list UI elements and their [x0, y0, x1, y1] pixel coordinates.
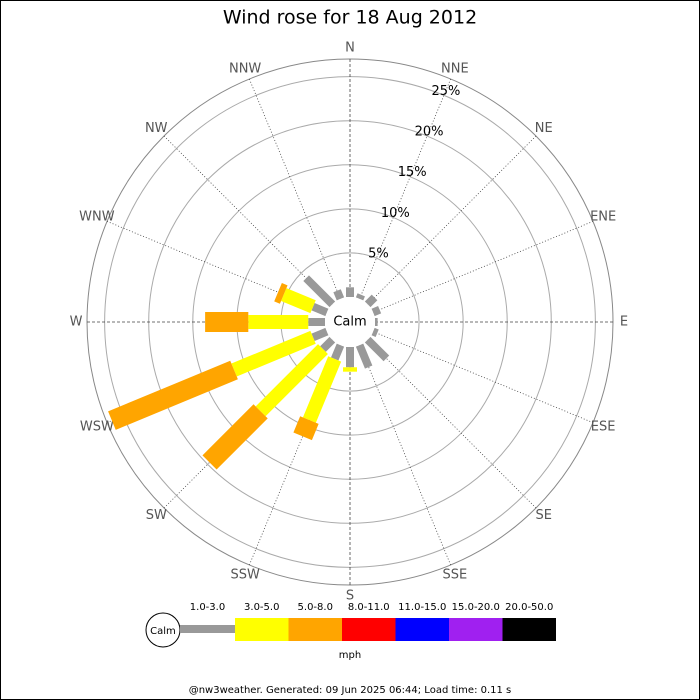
- calm-circle: [325, 297, 375, 347]
- legend-swatch: [180, 625, 235, 633]
- direction-label: SSE: [442, 568, 467, 583]
- calm-label: Calm: [333, 315, 366, 330]
- rose-segment: [108, 360, 238, 430]
- direction-label: NW: [145, 121, 168, 136]
- legend-swatch: [449, 618, 503, 641]
- direction-label: NE: [535, 121, 553, 136]
- direction-label: SE: [536, 508, 552, 523]
- r-tick-label: 25%: [431, 84, 460, 99]
- r-tick-label: 5%: [368, 247, 389, 262]
- direction-label: N: [345, 41, 355, 56]
- legend-label: 8.0-11.0: [348, 602, 390, 613]
- direction-label: WNW: [79, 210, 115, 225]
- legend-label: 1.0-3.0: [190, 602, 225, 613]
- rose-segment: [371, 327, 379, 337]
- rose-segment: [202, 404, 268, 470]
- rose-segment: [303, 275, 336, 308]
- spoke: [372, 331, 594, 424]
- rose-segment: [371, 306, 382, 317]
- rose-segment: [255, 344, 328, 417]
- direction-label: SSW: [230, 568, 260, 583]
- rose-segment: [293, 416, 319, 441]
- direction-label: NNW: [229, 61, 261, 76]
- legend-swatch: [288, 618, 342, 641]
- spoke: [372, 220, 594, 313]
- rose-segment: [311, 327, 329, 341]
- direction-label: W: [70, 315, 83, 330]
- rose-segment: [311, 303, 329, 317]
- rose-segment: [355, 293, 365, 301]
- legend-label: 5.0-8.0: [298, 602, 333, 613]
- spoke: [367, 339, 537, 509]
- legend-swatch: [502, 618, 556, 641]
- footer: @nw3weather. Generated: 09 Jun 2025 06:4…: [189, 685, 512, 696]
- legend-label: 3.0-5.0: [244, 602, 279, 613]
- spoke: [163, 135, 333, 305]
- spoke: [248, 78, 341, 300]
- legend-swatch: [395, 618, 449, 641]
- direction-label: E: [620, 315, 628, 330]
- r-tick-label: 10%: [381, 206, 410, 221]
- legend-label: 20.0-50.0: [505, 602, 553, 613]
- rose-segment: [333, 289, 345, 301]
- rose-segment: [355, 343, 373, 369]
- rose-segment: [231, 330, 316, 377]
- rose-segment: [274, 282, 288, 304]
- rose-segment: [302, 356, 342, 423]
- direction-label: SW: [146, 508, 167, 523]
- spoke: [359, 78, 452, 300]
- r-tick-label: 20%: [415, 125, 444, 140]
- rose-segment: [320, 336, 336, 352]
- legend-calm-label: Calm: [150, 626, 176, 637]
- legend-label: 15.0-20.0: [452, 602, 500, 613]
- legend-swatch: [235, 618, 289, 641]
- direction-label: S: [346, 589, 354, 604]
- rose-segment: [281, 288, 316, 314]
- legend-swatch: [342, 618, 396, 641]
- legend-label: 11.0-15.0: [398, 602, 446, 613]
- chart-title: Wind rose for 18 Aug 2012: [223, 7, 477, 29]
- spoke: [367, 135, 537, 305]
- direction-label: ENE: [590, 210, 616, 225]
- direction-label: WSW: [80, 419, 114, 434]
- r-tick-label: 15%: [398, 165, 427, 180]
- direction-label: ESE: [591, 419, 616, 434]
- rose-segment: [331, 343, 345, 361]
- direction-label: NNE: [441, 61, 469, 76]
- rose-segment: [364, 294, 378, 308]
- spoke: [359, 344, 452, 566]
- unit-label: mph: [339, 650, 361, 661]
- rose-segment: [364, 336, 390, 362]
